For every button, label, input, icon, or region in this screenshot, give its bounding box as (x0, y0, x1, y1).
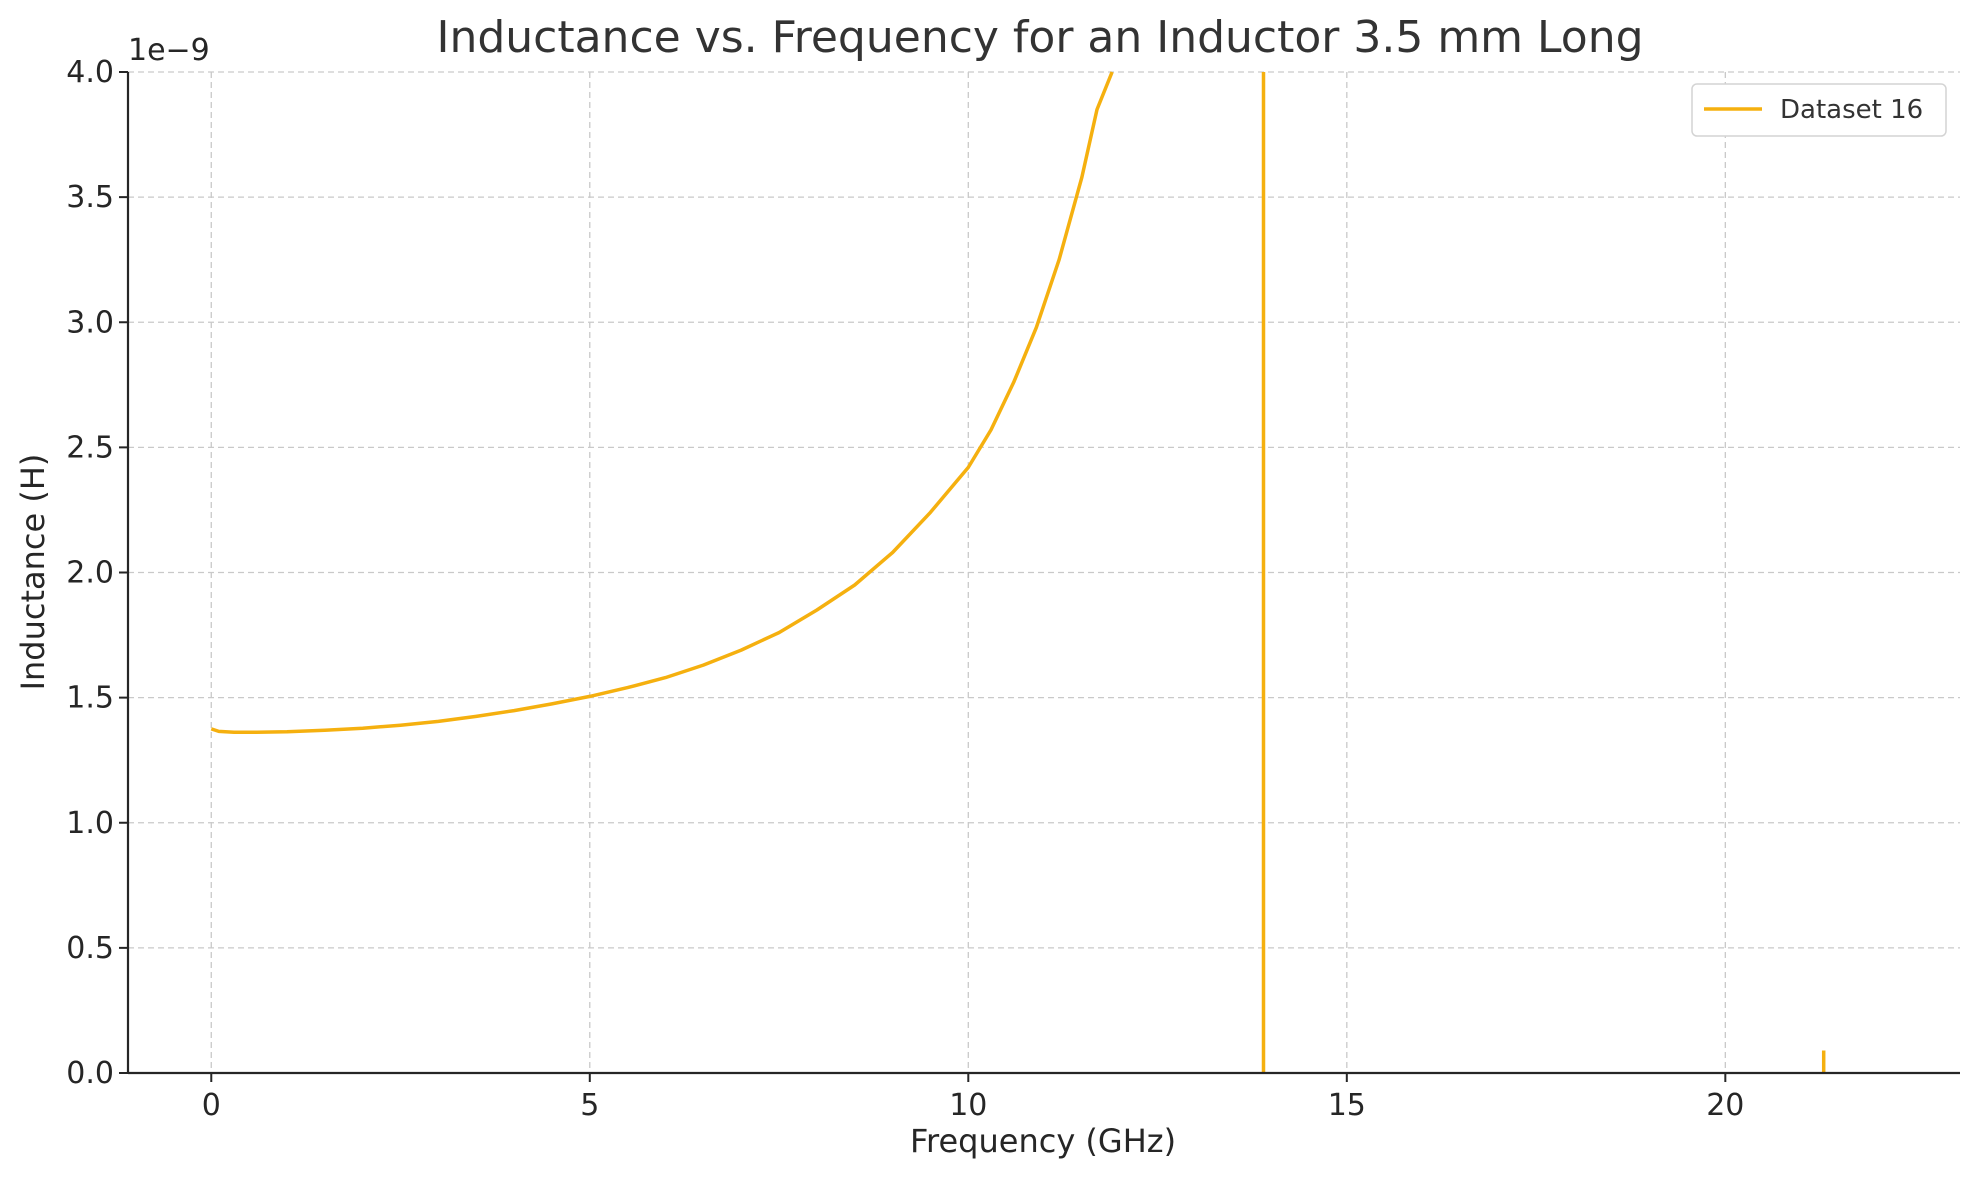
y-tick-label: 3.0 (66, 305, 114, 340)
x-axis-title: Frequency (GHz) (910, 1122, 1176, 1160)
y-axis-title: Inductance (H) (14, 454, 52, 691)
x-tick-label: 5 (580, 1088, 599, 1123)
x-tick-label: 10 (949, 1088, 987, 1123)
grid-layer (128, 71, 1960, 1074)
y-tick-label: 0.0 (66, 1056, 114, 1091)
y-tick-label: 3.5 (66, 180, 114, 215)
y-tick-label: 2.5 (66, 430, 114, 465)
y-tick-label: 4.0 (66, 55, 114, 90)
legend: Dataset 16 (1691, 83, 1947, 137)
y-tick-label: 0.5 (66, 931, 114, 966)
legend-label: Dataset 16 (1780, 95, 1923, 125)
y-tick-label: 2.0 (66, 556, 114, 591)
x-tick-label: 0 (202, 1088, 221, 1123)
series-layer (210, 71, 1826, 1073)
ticks-layer: 0 5 10 15 20 0.0 0.5 1.0 1.5 2.0 2.5 3.0 3.5 4.0 (66, 55, 1744, 1123)
y-tick-label: 1.5 (66, 681, 114, 716)
y-offset-label: 1e−9 (128, 33, 210, 68)
y-tick-label: 1.0 (66, 806, 114, 841)
x-tick-label: 20 (1706, 1088, 1744, 1123)
chart-title: Inductance vs. Frequency for an Inductor… (436, 12, 1643, 63)
legend-box (1691, 83, 1947, 137)
x-tick-label: 15 (1328, 1088, 1366, 1123)
series-line-segment (210, 71, 1114, 734)
